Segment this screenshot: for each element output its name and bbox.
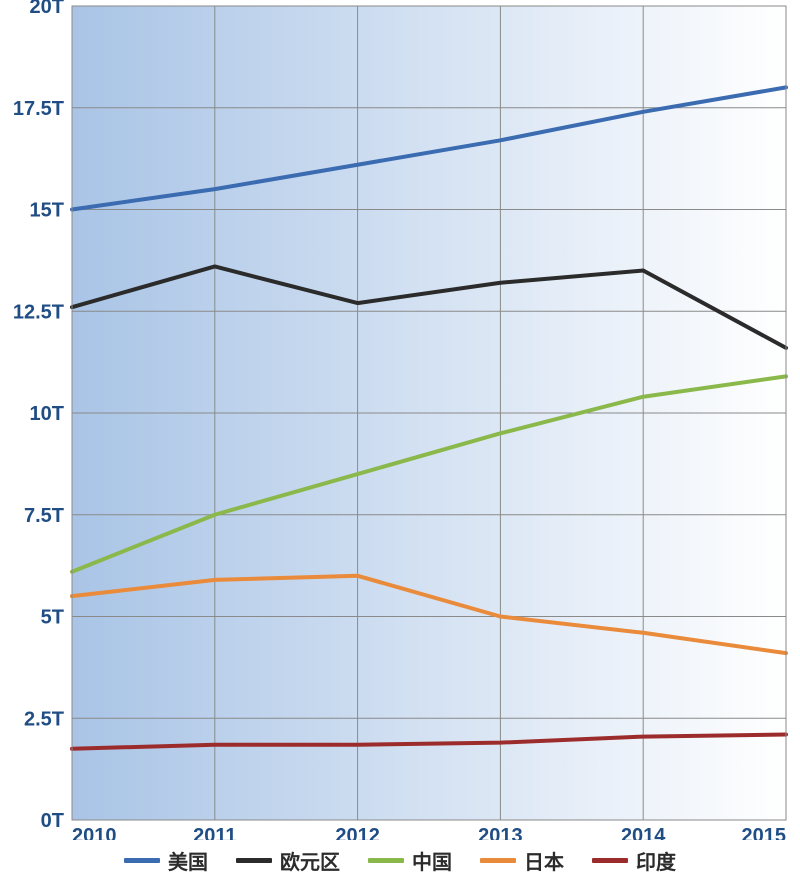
legend-item: 中国	[368, 846, 452, 875]
y-tick-label: 20T	[30, 0, 64, 18]
chart-container: 0T 2.5T 5T 7.5T 10T 12.5T 15T 17.5T 20T 2010 2011 2…	[0, 0, 800, 886]
y-tick-label: 12.5T	[13, 301, 64, 323]
line-chart: 0T 2.5T 5T 7.5T 10T 12.5T 15T 17.5T 20T 2010 2011 2…	[0, 0, 800, 840]
legend-item: 美国	[124, 846, 208, 875]
legend-label: 中国	[412, 846, 452, 875]
legend-item: 印度	[592, 846, 676, 875]
x-tick-label: 2013	[478, 825, 523, 840]
legend-swatch	[236, 858, 272, 863]
x-tick-label: 2011	[193, 825, 236, 840]
x-tick-label: 2014	[621, 825, 666, 840]
legend-item: 欧元区	[236, 846, 340, 875]
legend-swatch	[124, 858, 160, 863]
legend-label: 美国	[168, 846, 208, 875]
legend-swatch	[480, 858, 516, 863]
legend-swatch	[592, 858, 628, 863]
y-tick-label: 7.5T	[24, 505, 64, 527]
legend-item: 日本	[480, 846, 564, 875]
y-tick-label: 5T	[41, 607, 64, 629]
legend-swatch	[368, 858, 404, 863]
y-tick-label: 15T	[30, 200, 64, 222]
x-tick-label: 2015	[742, 825, 787, 840]
legend-label: 印度	[636, 846, 676, 875]
y-tick-label: 0T	[41, 810, 64, 832]
x-tick-label: 2010	[72, 825, 117, 840]
x-tick-label: 2012	[335, 825, 380, 840]
y-tick-label: 17.5T	[13, 98, 64, 120]
legend-label: 欧元区	[280, 846, 340, 875]
y-tick-label: 2.5T	[24, 708, 64, 730]
legend: 美国 欧元区 中国 日本 印度	[0, 846, 800, 875]
y-tick-label: 10T	[30, 403, 64, 425]
legend-label: 日本	[524, 846, 564, 875]
